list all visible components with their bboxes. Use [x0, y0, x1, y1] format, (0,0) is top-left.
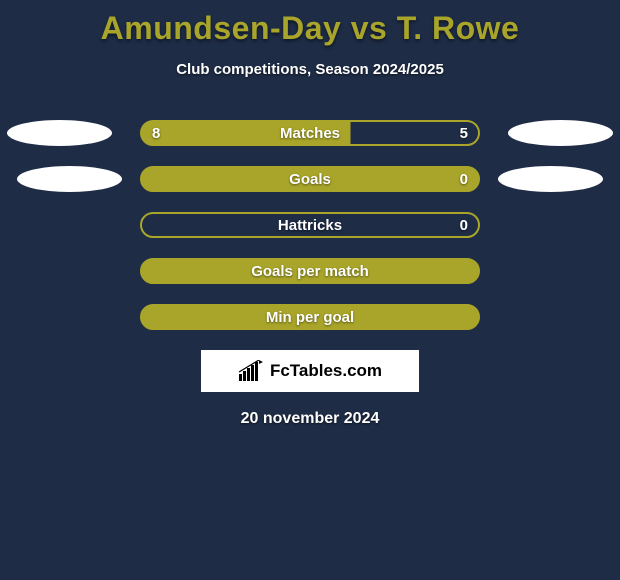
bar-container: Min per goal — [140, 304, 480, 330]
bar-container: Hattricks 0 — [140, 212, 480, 238]
bar-container: Goals per match — [140, 258, 480, 284]
stat-row: Goals 0 — [0, 166, 620, 192]
bar-container: 8 Matches 5 — [140, 120, 480, 146]
comparison-infographic: Amundsen-Day vs T. Rowe Club competition… — [0, 0, 620, 580]
subtitle: Club competitions, Season 2024/2025 — [0, 61, 620, 78]
stat-bar — [140, 120, 480, 146]
page-title: Amundsen-Day vs T. Rowe — [0, 0, 620, 47]
stat-right-value: 0 — [460, 166, 468, 192]
stat-rows: 8 Matches 5 Goals 0 Hattricks 0 — [0, 120, 620, 330]
branding-text: FcTables.com — [270, 361, 382, 381]
stat-right-value: 5 — [460, 120, 468, 146]
stat-row: 8 Matches 5 — [0, 120, 620, 146]
stat-row: Goals per match — [0, 258, 620, 284]
stat-bar — [140, 166, 480, 192]
stat-bar — [140, 304, 480, 330]
stat-row: Hattricks 0 — [0, 212, 620, 238]
branding-box: FcTables.com — [201, 350, 419, 392]
stat-row: Min per goal — [0, 304, 620, 330]
stat-bar — [140, 258, 480, 284]
stat-right-value: 0 — [460, 212, 468, 238]
stat-bar — [140, 212, 480, 238]
stat-left-value: 8 — [152, 120, 160, 146]
bar-container: Goals 0 — [140, 166, 480, 192]
date-text: 20 november 2024 — [0, 410, 620, 428]
bar-chart-icon — [238, 360, 264, 382]
